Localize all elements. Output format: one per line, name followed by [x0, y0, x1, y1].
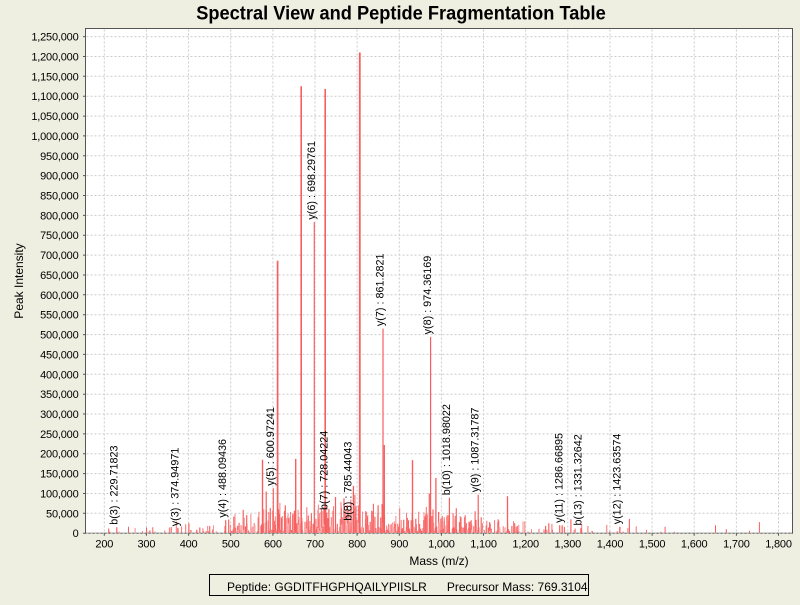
svg-text:1,000,000: 1,000,000	[31, 131, 78, 143]
svg-text:1,000: 1,000	[428, 539, 455, 551]
svg-text:350,000: 350,000	[40, 389, 78, 401]
svg-text:700: 700	[306, 539, 324, 551]
svg-text:y(4) : 488.09436: y(4) : 488.09436	[217, 439, 229, 518]
svg-text:250,000: 250,000	[40, 429, 78, 441]
svg-text:y(12) : 1423.63574: y(12) : 1423.63574	[611, 434, 623, 525]
svg-text:450,000: 450,000	[40, 349, 78, 361]
svg-text:400: 400	[180, 539, 198, 551]
svg-text:1,150,000: 1,150,000	[31, 71, 78, 83]
svg-text:1,300: 1,300	[555, 539, 582, 551]
svg-text:y(3) : 374.94971: y(3) : 374.94971	[170, 448, 182, 527]
svg-text:400,000: 400,000	[40, 369, 78, 381]
svg-text:500: 500	[222, 539, 240, 551]
svg-text:b(3) : 229.71823: b(3) : 229.71823	[108, 445, 120, 524]
svg-text:Spectral View and Peptide Frag: Spectral View and Peptide Fragmentation …	[196, 4, 606, 25]
svg-text:y(5) : 600.97241: y(5) : 600.97241	[265, 407, 277, 486]
svg-text:950,000: 950,000	[40, 151, 78, 163]
svg-text:750,000: 750,000	[40, 230, 78, 242]
svg-text:700,000: 700,000	[40, 250, 78, 262]
svg-text:800,000: 800,000	[40, 210, 78, 222]
svg-text:850,000: 850,000	[40, 191, 78, 203]
svg-text:600,000: 600,000	[40, 290, 78, 302]
svg-text:900: 900	[390, 539, 408, 551]
svg-text:y(9) : 1087.31787: y(9) : 1087.31787	[470, 408, 482, 493]
svg-text:900,000: 900,000	[40, 171, 78, 183]
svg-text:800: 800	[348, 539, 366, 551]
svg-text:b(7) : 728.04224: b(7) : 728.04224	[318, 431, 330, 510]
svg-text:200,000: 200,000	[40, 449, 78, 461]
svg-text:500,000: 500,000	[40, 330, 78, 342]
svg-text:100,000: 100,000	[40, 489, 78, 501]
svg-text:Peak Intensity: Peak Intensity	[12, 243, 26, 318]
svg-text:y(11) : 1286.66895: y(11) : 1286.66895	[554, 433, 566, 523]
svg-text:650,000: 650,000	[40, 270, 78, 282]
svg-text:1,400: 1,400	[597, 539, 624, 551]
svg-text:0: 0	[73, 528, 79, 540]
svg-text:600: 600	[264, 539, 282, 551]
svg-text:1,700: 1,700	[723, 539, 750, 551]
svg-text:300: 300	[138, 539, 156, 551]
svg-text:Peptide: GGDITFHGPHQAILYPIISLR: Peptide: GGDITFHGPHQAILYPIISLR Precursor…	[227, 580, 588, 594]
svg-text:300,000: 300,000	[40, 409, 78, 421]
svg-text:y(7) : 861.2821: y(7) : 861.2821	[375, 253, 387, 326]
svg-text:550,000: 550,000	[40, 310, 78, 322]
svg-text:50,000: 50,000	[46, 508, 79, 520]
svg-text:b(10) : 1018.98022: b(10) : 1018.98022	[441, 404, 453, 495]
svg-text:b(13) : 1331.32642: b(13) : 1331.32642	[573, 434, 585, 525]
svg-text:1,200,000: 1,200,000	[31, 52, 78, 64]
svg-text:1,050,000: 1,050,000	[31, 111, 78, 123]
svg-text:y(6) : 698.29761: y(6) : 698.29761	[306, 141, 318, 220]
svg-text:200: 200	[95, 539, 113, 551]
svg-text:1,200: 1,200	[512, 539, 539, 551]
svg-text:1,100,000: 1,100,000	[31, 91, 78, 103]
svg-text:b(8) : 785.44043: b(8) : 785.44043	[343, 442, 355, 521]
svg-text:1,500: 1,500	[639, 539, 666, 551]
svg-text:1,100: 1,100	[470, 539, 497, 551]
svg-text:150,000: 150,000	[40, 469, 78, 481]
svg-text:1,800: 1,800	[765, 539, 792, 551]
svg-text:y(8) : 974.36169: y(8) : 974.36169	[422, 256, 434, 335]
svg-text:1,250,000: 1,250,000	[31, 32, 78, 44]
svg-text:1,600: 1,600	[681, 539, 708, 551]
svg-text:Mass (m/z): Mass (m/z)	[409, 554, 468, 568]
